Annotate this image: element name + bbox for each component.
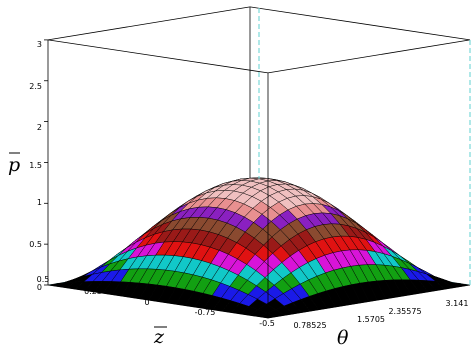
z-tick-label: 0.5: [29, 240, 42, 249]
z-axis-label: p: [8, 154, 20, 176]
x-tick-label: 3.141: [446, 299, 469, 308]
axis-labels: p z θ: [8, 152, 349, 349]
floor-edge: [47, 284, 269, 319]
y-axis-ticks: 0.5 0.25 0 -0.75 -0.5: [37, 275, 275, 328]
z-tick-label: 1.5: [29, 161, 42, 170]
box-edge: [47, 6, 251, 41]
y-tick-label: 0: [144, 298, 149, 307]
surface-mesh: [47, 177, 471, 319]
y-tick-label: -0.75: [195, 308, 216, 317]
box-edge: [249, 6, 471, 41]
y-axis-label: z: [153, 326, 165, 348]
z-tick-label: 2.5: [29, 82, 42, 91]
z-axis-ticks: 0 0.5 1 1.5 2 2.5 3: [29, 40, 42, 292]
y-tick-label: 0.5: [37, 275, 50, 284]
z-tick-label: 1: [37, 198, 42, 207]
box-edge: [267, 39, 471, 74]
y-tick-label: 0.25: [84, 287, 102, 296]
floor-edge: [267, 284, 471, 319]
x-tick-label: 0.78525: [293, 321, 326, 330]
box-edge: [47, 39, 269, 74]
z-tick-label: 3: [37, 40, 42, 49]
z-tick-label: 0: [37, 283, 42, 292]
x-axis-label: θ: [337, 327, 349, 349]
y-tick-label: -0.5: [259, 319, 275, 328]
bounding-box-front: [47, 8, 471, 319]
x-axis-ticks: 0.78525 1.5705 2.35575 3.141: [293, 299, 468, 330]
z-tick-label: 2: [37, 123, 42, 132]
x-tick-label: 2.35575: [388, 307, 421, 316]
x-tick-label: 1.5705: [357, 315, 385, 324]
